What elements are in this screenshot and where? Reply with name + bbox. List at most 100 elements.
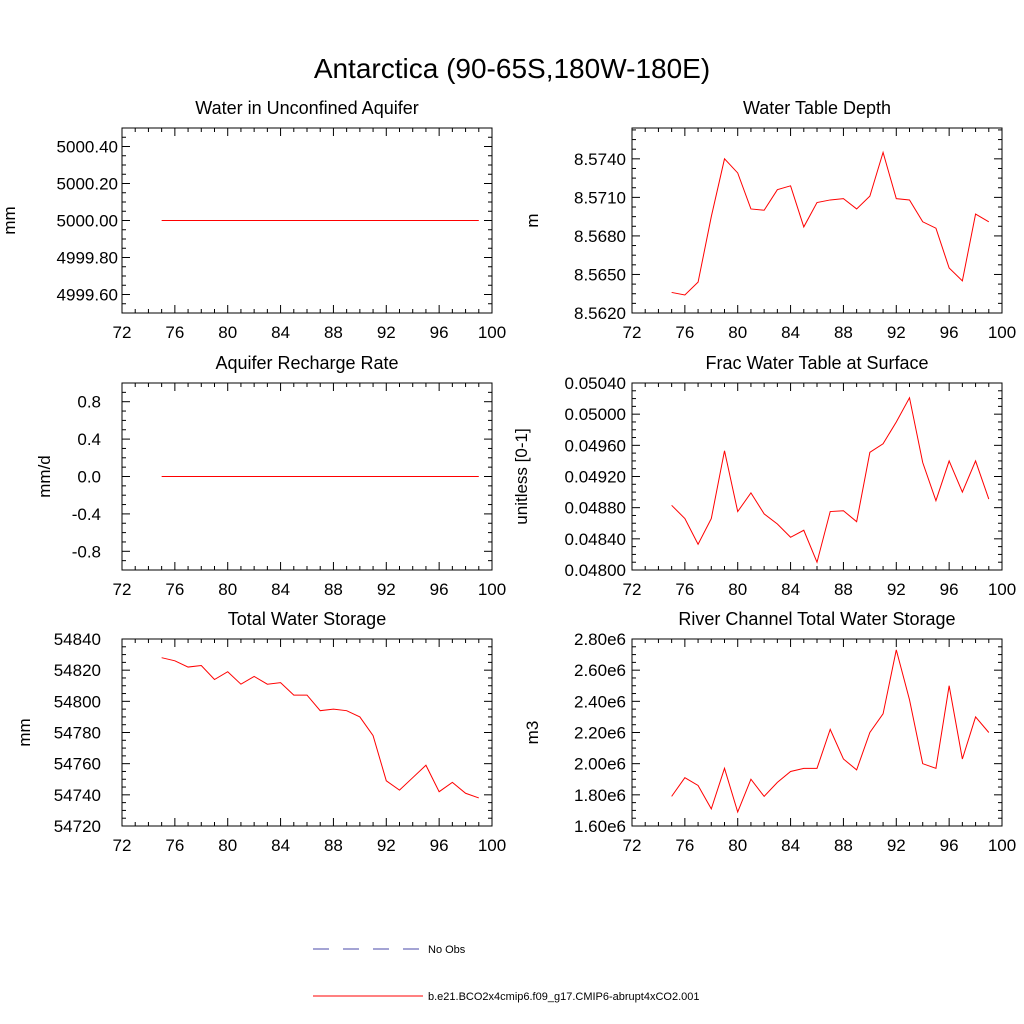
x-tick-label: 96 bbox=[940, 836, 959, 855]
y-tick-label: 5000.40 bbox=[57, 138, 118, 157]
y-axis-label: m bbox=[523, 213, 542, 227]
x-tick-label: 76 bbox=[165, 323, 184, 342]
y-tick-label: 8.5740 bbox=[574, 150, 626, 169]
x-tick-label: 92 bbox=[887, 323, 906, 342]
x-tick-label: 88 bbox=[834, 580, 853, 599]
x-tick-label: 76 bbox=[675, 836, 694, 855]
x-tick-label: 80 bbox=[728, 836, 747, 855]
y-axis-label: mm bbox=[15, 718, 34, 746]
y-tick-label: 8.5710 bbox=[574, 188, 626, 207]
x-tick-label: 76 bbox=[675, 323, 694, 342]
x-tick-label: 80 bbox=[218, 323, 237, 342]
x-tick-label: 92 bbox=[377, 580, 396, 599]
panel-title: Frac Water Table at Surface bbox=[705, 353, 928, 373]
y-tick-label: 0.0 bbox=[77, 468, 101, 487]
y-tick-label: 2.20e6 bbox=[574, 724, 626, 743]
x-tick-label: 72 bbox=[623, 836, 642, 855]
y-tick-label: 54840 bbox=[54, 630, 101, 649]
x-tick-label: 88 bbox=[324, 323, 343, 342]
y-tick-label: 4999.80 bbox=[57, 249, 118, 268]
y-axis-label: mm bbox=[0, 206, 19, 234]
panel-title: River Channel Total Water Storage bbox=[678, 609, 955, 629]
panel-title: Aquifer Recharge Rate bbox=[215, 353, 398, 373]
plot-frame bbox=[631, 382, 1003, 571]
panels: Water in Unconfined Aquifer 72 76 80 84 88 92 9… bbox=[0, 98, 1016, 855]
x-tick-label: 84 bbox=[781, 580, 800, 599]
y-tick-label: 2.60e6 bbox=[574, 661, 626, 680]
x-tick-label: 80 bbox=[218, 836, 237, 855]
y-tick-label: 54760 bbox=[54, 755, 101, 774]
series-line bbox=[671, 150, 990, 296]
y-tick-label: 5000.00 bbox=[57, 212, 118, 231]
y-tick-label: 0.8 bbox=[77, 393, 101, 412]
x-tick-label: 76 bbox=[165, 836, 184, 855]
x-tick-label: 88 bbox=[324, 836, 343, 855]
y-tick-label: 1.80e6 bbox=[574, 786, 626, 805]
x-tick-label: 96 bbox=[430, 580, 449, 599]
x-tick-label: 72 bbox=[623, 580, 642, 599]
y-tick-label: 0.05040 bbox=[565, 374, 626, 393]
x-tick-label: 100 bbox=[988, 323, 1016, 342]
x-tick-label: 72 bbox=[623, 323, 642, 342]
x-tick-label: 92 bbox=[887, 836, 906, 855]
panel-2: Water Table Depth 72 76 80 84 88 92 96 100 8.5620… bbox=[523, 98, 1016, 342]
x-tick-label: 88 bbox=[834, 836, 853, 855]
x-tick-label: 88 bbox=[324, 580, 343, 599]
x-tick-label: 84 bbox=[781, 323, 800, 342]
x-tick-label: 72 bbox=[113, 836, 132, 855]
y-tick-label: 54800 bbox=[54, 692, 101, 711]
legend-label-no-obs: No Obs bbox=[428, 944, 466, 956]
plot-frame bbox=[631, 638, 1003, 827]
x-tick-label: 84 bbox=[271, 580, 290, 599]
panel-title: Water in Unconfined Aquifer bbox=[195, 98, 418, 118]
x-tick-label: 76 bbox=[675, 580, 694, 599]
y-tick-label: 0.04960 bbox=[565, 436, 626, 455]
y-tick-label: 54720 bbox=[54, 817, 101, 836]
x-tick-label: 80 bbox=[728, 580, 747, 599]
panel-title: Water Table Depth bbox=[743, 98, 891, 118]
x-tick-label: 84 bbox=[271, 323, 290, 342]
legend-label-run: b.e21.BCO2x4cmip6.f09_g17.CMIP6-abrupt4x… bbox=[428, 991, 700, 1003]
y-tick-label: 0.04800 bbox=[565, 561, 626, 580]
y-tick-label: -0.4 bbox=[72, 505, 101, 524]
series-line bbox=[161, 657, 479, 799]
panel-5: Total Water Storage 72 76 80 84 88 92 96 100 5472… bbox=[15, 609, 506, 855]
y-tick-label: 54740 bbox=[54, 786, 101, 805]
x-tick-label: 100 bbox=[988, 580, 1016, 599]
x-tick-label: 80 bbox=[218, 580, 237, 599]
y-tick-label: 0.4 bbox=[77, 430, 101, 449]
figure-title: Antarctica (90-65S,180W-180E) bbox=[314, 53, 710, 84]
x-tick-label: 100 bbox=[988, 836, 1016, 855]
x-tick-label: 84 bbox=[271, 836, 290, 855]
y-axis-label: m3 bbox=[523, 721, 542, 745]
y-tick-label: 2.00e6 bbox=[574, 755, 626, 774]
plot-frame bbox=[121, 638, 493, 827]
series-line bbox=[671, 396, 990, 564]
y-tick-label: 54780 bbox=[54, 724, 101, 743]
x-tick-label: 96 bbox=[940, 580, 959, 599]
x-tick-label: 84 bbox=[781, 836, 800, 855]
y-tick-label: -0.8 bbox=[72, 542, 101, 561]
panel-4: Frac Water Table at Surface 72 76 80 84 88 92 9… bbox=[512, 353, 1016, 599]
x-tick-label: 72 bbox=[113, 580, 132, 599]
panel-3: Aquifer Recharge Rate 72 76 80 84 88 92 96 100 -0… bbox=[35, 353, 506, 599]
x-tick-label: 92 bbox=[887, 580, 906, 599]
series-line bbox=[671, 649, 990, 814]
y-tick-label: 8.5620 bbox=[574, 304, 626, 323]
y-tick-label: 8.5680 bbox=[574, 227, 626, 246]
y-tick-label: 0.05000 bbox=[565, 405, 626, 424]
panel-1: Water in Unconfined Aquifer 72 76 80 84 88 92 9… bbox=[0, 98, 506, 342]
x-tick-label: 96 bbox=[430, 836, 449, 855]
y-tick-label: 1.60e6 bbox=[574, 817, 626, 836]
x-tick-label: 100 bbox=[478, 836, 506, 855]
y-axis-label: mm/d bbox=[35, 455, 54, 498]
y-tick-label: 4999.60 bbox=[57, 286, 118, 305]
y-tick-label: 0.04840 bbox=[565, 530, 626, 549]
x-tick-label: 96 bbox=[940, 323, 959, 342]
y-axis-label: unitless [0-1] bbox=[512, 428, 531, 524]
y-tick-label: 54820 bbox=[54, 661, 101, 680]
x-tick-label: 96 bbox=[430, 323, 449, 342]
x-tick-label: 100 bbox=[478, 580, 506, 599]
x-tick-label: 100 bbox=[478, 323, 506, 342]
